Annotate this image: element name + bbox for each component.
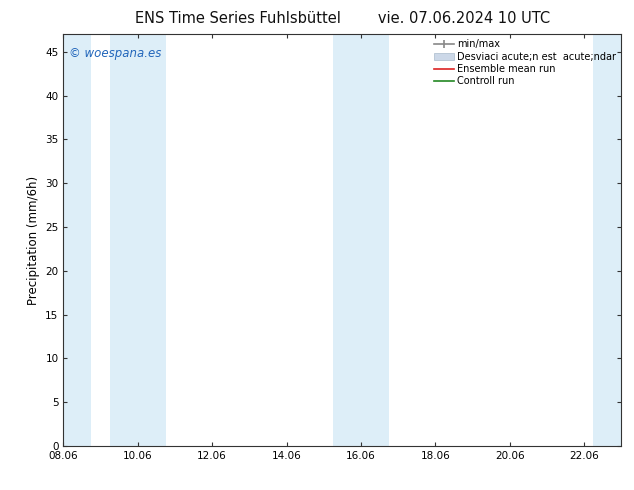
Text: © woespana.es: © woespana.es [69, 47, 162, 60]
Y-axis label: Precipitation (mm/6h): Precipitation (mm/6h) [27, 175, 40, 305]
Bar [61, 34, 91, 446]
Bar [593, 34, 623, 446]
Bar [110, 34, 165, 446]
Title: ENS Time Series Fuhlsbüttel        vie. 07.06.2024 10 UTC: ENS Time Series Fuhlsbüttel vie. 07.06.2… [135, 11, 550, 26]
Legend: min/max, Desviaci acute;n est  acute;ndar, Ensemble mean run, Controll run: min/max, Desviaci acute;n est acute;ndar… [432, 37, 618, 88]
Bar [333, 34, 389, 446]
